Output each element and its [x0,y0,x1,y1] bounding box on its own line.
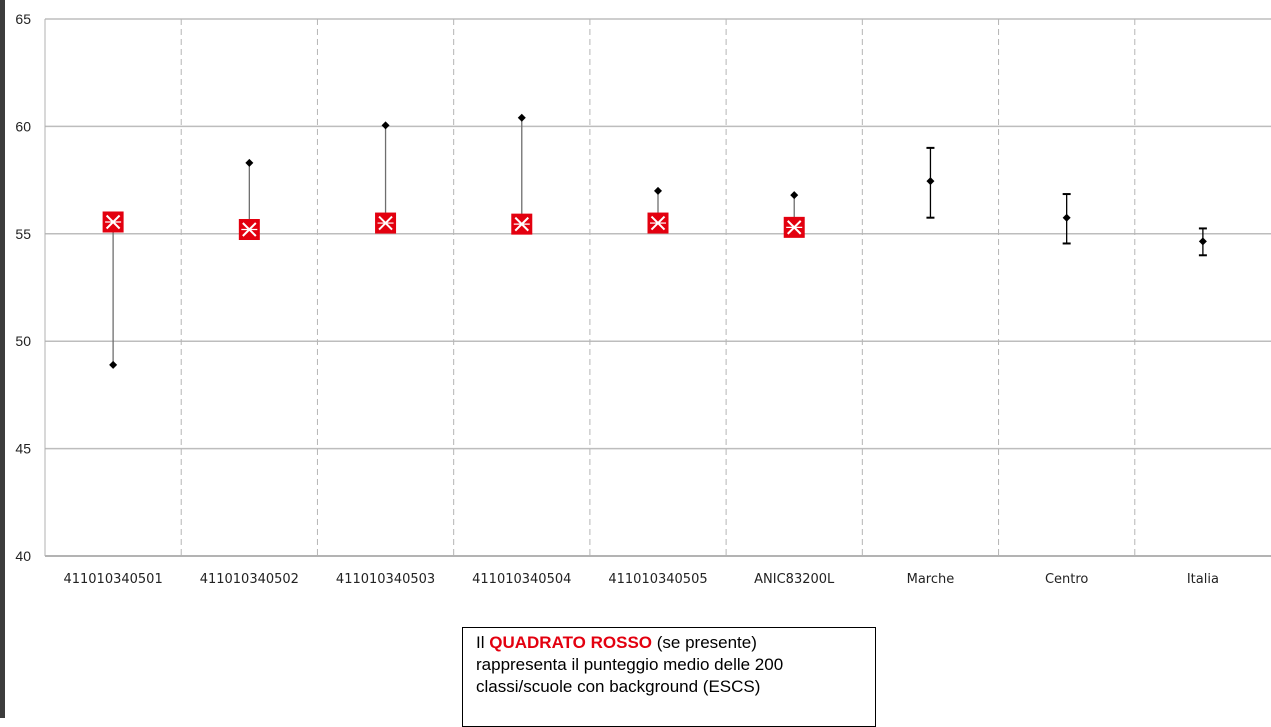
legend-prefix: Il [476,633,490,652]
data-point-diamond [1062,213,1071,222]
data-point-diamond [109,360,118,369]
x-tick-label: 411010340505 [608,572,707,587]
y-tick-label: 55 [15,226,31,242]
data-point-diamond [1198,237,1207,246]
window-edge [0,0,5,718]
x-tick-label: ANIC83200L [754,572,835,587]
x-tick-label: 411010340502 [200,572,299,587]
data-point-diamond [926,177,935,186]
data-point-diamond [517,113,526,122]
legend-suffix: (se presente) [652,633,757,652]
legend-highlight: QUADRATO ROSSO [489,633,653,652]
x-tick-label: 411010340504 [472,572,571,587]
data-point-diamond [654,186,662,195]
y-tick-label: 60 [15,118,31,134]
legend-note: Il QUADRATO ROSSO (se presente) rapprese… [462,627,876,727]
x-tick-label: Centro [1045,572,1088,587]
data-point-diamond [381,121,390,130]
y-tick-label: 65 [15,11,31,27]
y-tick-label: 40 [15,548,31,564]
chart: 40 45 50 55 60 65 411010340501 411010340502 4110… [15,11,1271,587]
y-tick-label: 50 [15,333,31,349]
x-tick-label: Marche [907,572,955,587]
x-tick-label: 411010340503 [336,572,435,587]
y-tick-label: 45 [15,441,31,457]
data-point-diamond [790,191,799,200]
data-point-diamond [245,158,254,167]
legend-line-3: classi/scuole con background (ESCS) [476,677,761,696]
legend-line-1: Il QUADRATO ROSSO (se presente) [476,632,875,654]
x-tick-label: 411010340501 [63,572,162,587]
legend-line-2: rappresenta il punteggio medio delle 200 [476,655,784,674]
x-tick-label: Italia [1187,572,1219,587]
